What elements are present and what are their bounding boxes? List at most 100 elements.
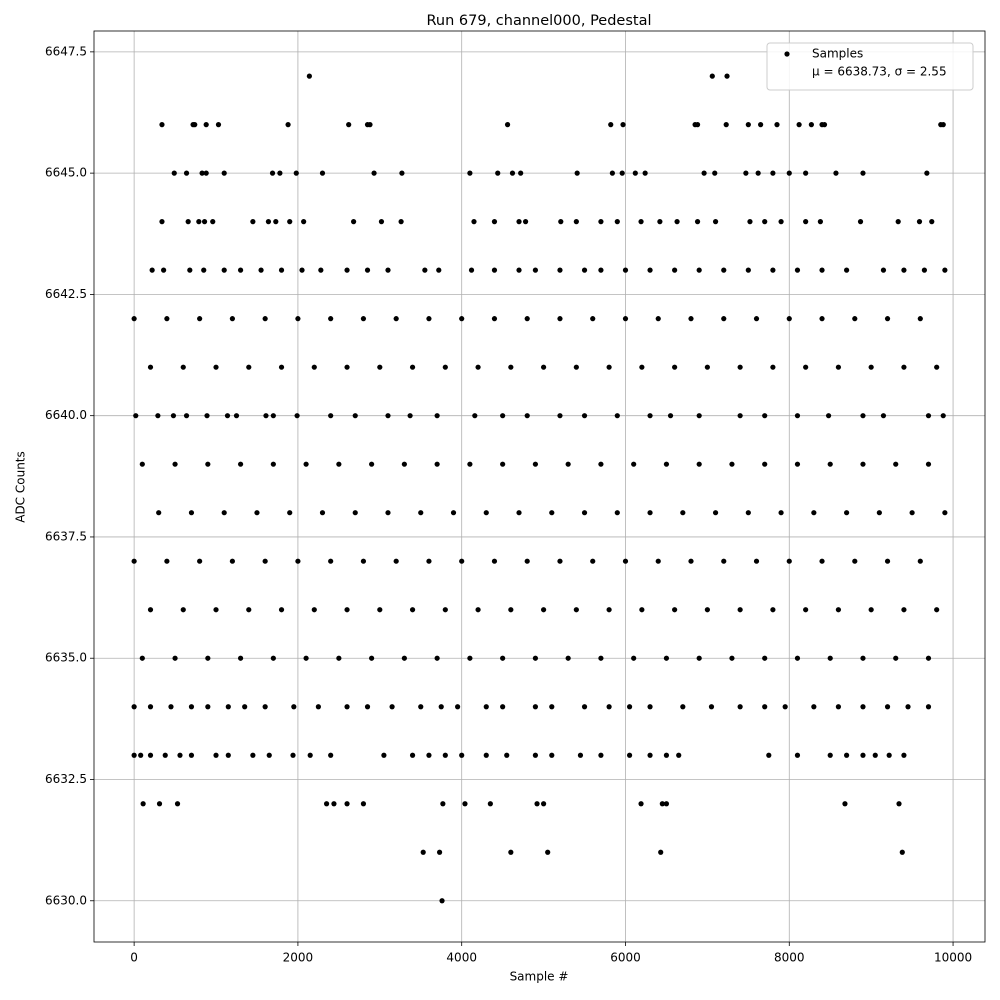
- point: [418, 704, 424, 710]
- point: [794, 752, 801, 758]
- point: [262, 316, 268, 322]
- point: [156, 510, 162, 516]
- point: [269, 170, 276, 176]
- point: [508, 849, 514, 855]
- point: [758, 122, 764, 128]
- point: [459, 316, 465, 322]
- point: [672, 267, 678, 273]
- point: [786, 316, 792, 322]
- point: [500, 461, 506, 467]
- point: [360, 316, 367, 322]
- point: [303, 655, 309, 661]
- point: [821, 122, 828, 128]
- point: [311, 607, 317, 613]
- point: [860, 461, 866, 467]
- point: [721, 558, 727, 564]
- point: [916, 219, 923, 225]
- point: [737, 413, 743, 419]
- point: [745, 267, 751, 273]
- point: [827, 655, 833, 661]
- point: [940, 413, 946, 419]
- point: [737, 704, 743, 710]
- point: [608, 122, 614, 128]
- point: [557, 413, 563, 419]
- point: [819, 267, 825, 273]
- point: [156, 801, 163, 807]
- point: [647, 413, 653, 419]
- point: [901, 364, 907, 370]
- point: [407, 413, 413, 419]
- point: [614, 413, 620, 419]
- point: [844, 510, 850, 516]
- point: [398, 219, 404, 225]
- point: [770, 267, 776, 273]
- point: [180, 607, 186, 613]
- point: [418, 510, 424, 516]
- point: [532, 267, 539, 273]
- point: [753, 316, 760, 322]
- point: [557, 267, 563, 273]
- point: [549, 510, 555, 516]
- point: [925, 413, 932, 419]
- point: [655, 558, 661, 564]
- point: [647, 267, 653, 273]
- point: [344, 607, 350, 613]
- point: [491, 558, 498, 564]
- point: [917, 316, 923, 322]
- point: [868, 607, 874, 613]
- point: [172, 655, 178, 661]
- point: [504, 752, 510, 758]
- point: [187, 267, 193, 273]
- point: [344, 267, 350, 273]
- point: [770, 607, 776, 613]
- point: [676, 752, 682, 758]
- point: [774, 122, 780, 128]
- point: [378, 219, 385, 225]
- point: [306, 73, 312, 79]
- point: [622, 316, 629, 322]
- point: [909, 510, 915, 516]
- point: [147, 607, 154, 613]
- point: [131, 704, 137, 710]
- point: [737, 607, 743, 613]
- point: [516, 267, 522, 273]
- point: [674, 219, 680, 225]
- point: [573, 219, 579, 225]
- point: [299, 267, 305, 273]
- point: [708, 704, 715, 710]
- point: [303, 461, 309, 467]
- point: [426, 558, 432, 564]
- point: [439, 898, 445, 904]
- point: [491, 267, 498, 273]
- point: [880, 267, 887, 273]
- point: [285, 122, 291, 128]
- point: [307, 752, 313, 758]
- point: [590, 316, 596, 322]
- point: [500, 655, 506, 661]
- point: [360, 558, 367, 564]
- point: [540, 607, 547, 613]
- point: [942, 267, 948, 273]
- point: [532, 704, 539, 710]
- point: [895, 219, 901, 225]
- point: [532, 461, 539, 467]
- point: [385, 510, 391, 516]
- point: [213, 752, 219, 758]
- point: [438, 704, 444, 710]
- point: [835, 607, 842, 613]
- point: [762, 704, 768, 710]
- point: [667, 413, 674, 419]
- point: [475, 607, 481, 613]
- point: [360, 801, 367, 807]
- point: [139, 461, 145, 467]
- point: [291, 704, 297, 710]
- point: [598, 752, 604, 758]
- point: [346, 122, 352, 128]
- point: [590, 558, 596, 564]
- point: [905, 704, 911, 710]
- point: [723, 122, 729, 128]
- point: [573, 364, 579, 370]
- point: [369, 461, 375, 467]
- point: [203, 170, 209, 176]
- point: [721, 267, 727, 273]
